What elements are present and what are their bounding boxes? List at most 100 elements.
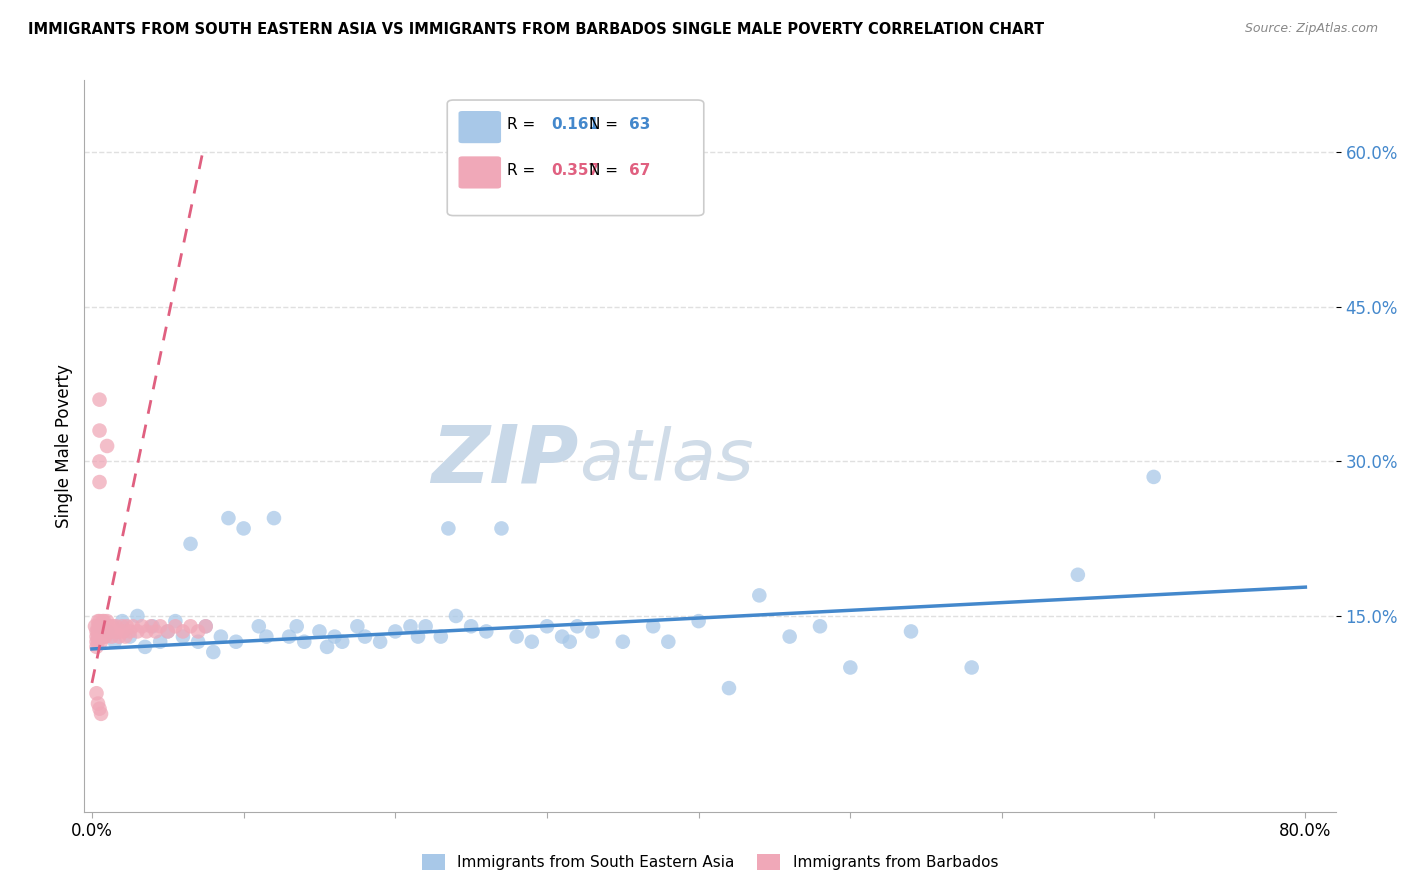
Point <box>89 630 111 644</box>
Point <box>316 640 339 654</box>
Point <box>114 630 136 644</box>
Point <box>135 624 157 639</box>
Text: ZIP: ZIP <box>432 422 579 500</box>
Point <box>194 619 217 633</box>
Point <box>87 630 110 644</box>
Point <box>172 624 194 639</box>
Point <box>551 630 574 644</box>
Point <box>406 630 429 644</box>
Point <box>86 640 108 654</box>
Point <box>217 511 239 525</box>
Point <box>100 630 122 644</box>
Point <box>156 624 179 639</box>
Point <box>89 424 111 438</box>
Point <box>187 634 209 648</box>
Point <box>247 619 270 633</box>
Point <box>292 634 315 648</box>
Point <box>105 619 128 633</box>
Point <box>399 619 422 633</box>
Text: R =: R = <box>508 162 540 178</box>
Text: atlas: atlas <box>579 426 754 495</box>
Point <box>172 630 194 644</box>
Point <box>779 630 801 644</box>
Text: 0.161: 0.161 <box>551 117 599 132</box>
Point <box>960 660 983 674</box>
Point <box>91 614 114 628</box>
Point <box>89 614 111 628</box>
Text: Source: ZipAtlas.com: Source: ZipAtlas.com <box>1244 22 1378 36</box>
Point <box>87 614 110 628</box>
Point <box>444 609 467 624</box>
Point <box>90 630 112 644</box>
Text: IMMIGRANTS FROM SOUTH EASTERN ASIA VS IMMIGRANTS FROM BARBADOS SINGLE MALE POVER: IMMIGRANTS FROM SOUTH EASTERN ASIA VS IM… <box>28 22 1045 37</box>
Point <box>180 619 202 633</box>
Point <box>118 630 141 644</box>
Point <box>520 634 543 648</box>
Point <box>145 624 167 639</box>
Point <box>581 624 603 639</box>
Point <box>118 624 141 639</box>
Point <box>437 521 460 535</box>
Point <box>263 511 285 525</box>
Point <box>808 619 831 633</box>
Point <box>107 624 129 639</box>
Point <box>127 624 149 639</box>
Point <box>91 619 114 633</box>
Point <box>89 619 111 633</box>
Point <box>112 624 135 639</box>
Point <box>111 614 134 628</box>
Point <box>131 619 153 633</box>
Point <box>180 537 202 551</box>
Point <box>115 619 138 633</box>
Point <box>87 619 110 633</box>
Point <box>87 634 110 648</box>
Point <box>87 697 110 711</box>
Point <box>308 624 330 639</box>
Point <box>536 619 558 633</box>
Point <box>717 681 740 695</box>
Text: 63: 63 <box>628 117 650 132</box>
Point <box>89 454 111 468</box>
Point <box>156 624 179 639</box>
FancyBboxPatch shape <box>447 100 704 216</box>
Point <box>91 624 114 639</box>
Point <box>86 630 108 644</box>
Point <box>122 619 145 633</box>
Point <box>1067 567 1090 582</box>
Point <box>96 439 118 453</box>
Point <box>491 521 513 535</box>
Legend: Immigrants from South Eastern Asia, Immigrants from Barbados: Immigrants from South Eastern Asia, Immi… <box>422 854 998 870</box>
Point <box>84 619 107 633</box>
Point <box>165 614 187 628</box>
Point <box>93 614 115 628</box>
Point <box>657 634 679 648</box>
Point <box>108 630 131 644</box>
Point <box>87 624 110 639</box>
Point <box>93 624 115 639</box>
Point <box>134 640 156 654</box>
Point <box>91 630 114 644</box>
Point <box>94 624 117 639</box>
Point <box>90 634 112 648</box>
Point <box>86 686 108 700</box>
Point <box>748 588 770 602</box>
Point <box>89 702 111 716</box>
Point <box>254 630 277 644</box>
Point <box>285 619 308 633</box>
Text: N =: N = <box>589 117 623 132</box>
Point <box>567 619 589 633</box>
Point <box>96 619 118 633</box>
Point <box>460 619 482 633</box>
Text: R =: R = <box>508 117 540 132</box>
Point <box>96 614 118 628</box>
Point <box>688 614 710 628</box>
Point <box>165 619 187 633</box>
Point <box>86 624 108 639</box>
Point <box>104 624 127 639</box>
Point <box>110 624 132 639</box>
Point <box>209 630 232 644</box>
Y-axis label: Single Male Poverty: Single Male Poverty <box>55 364 73 528</box>
Point <box>505 630 527 644</box>
FancyBboxPatch shape <box>458 156 501 188</box>
Point <box>384 624 406 639</box>
